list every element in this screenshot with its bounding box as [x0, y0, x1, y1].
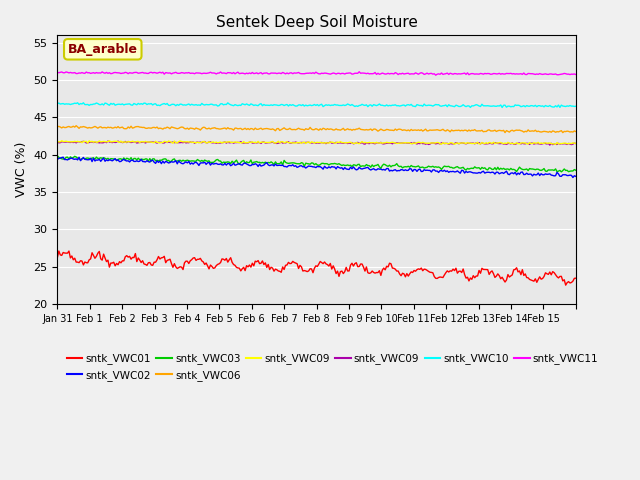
Title: Sentek Deep Soil Moisture: Sentek Deep Soil Moisture — [216, 15, 417, 30]
Y-axis label: VWC (%): VWC (%) — [15, 142, 28, 197]
Text: BA_arable: BA_arable — [68, 43, 138, 56]
Legend: sntk_VWC01, sntk_VWC02, sntk_VWC03, sntk_VWC06, sntk_VWC09, sntk_VWC09, sntk_VWC: sntk_VWC01, sntk_VWC02, sntk_VWC03, sntk… — [63, 349, 603, 384]
